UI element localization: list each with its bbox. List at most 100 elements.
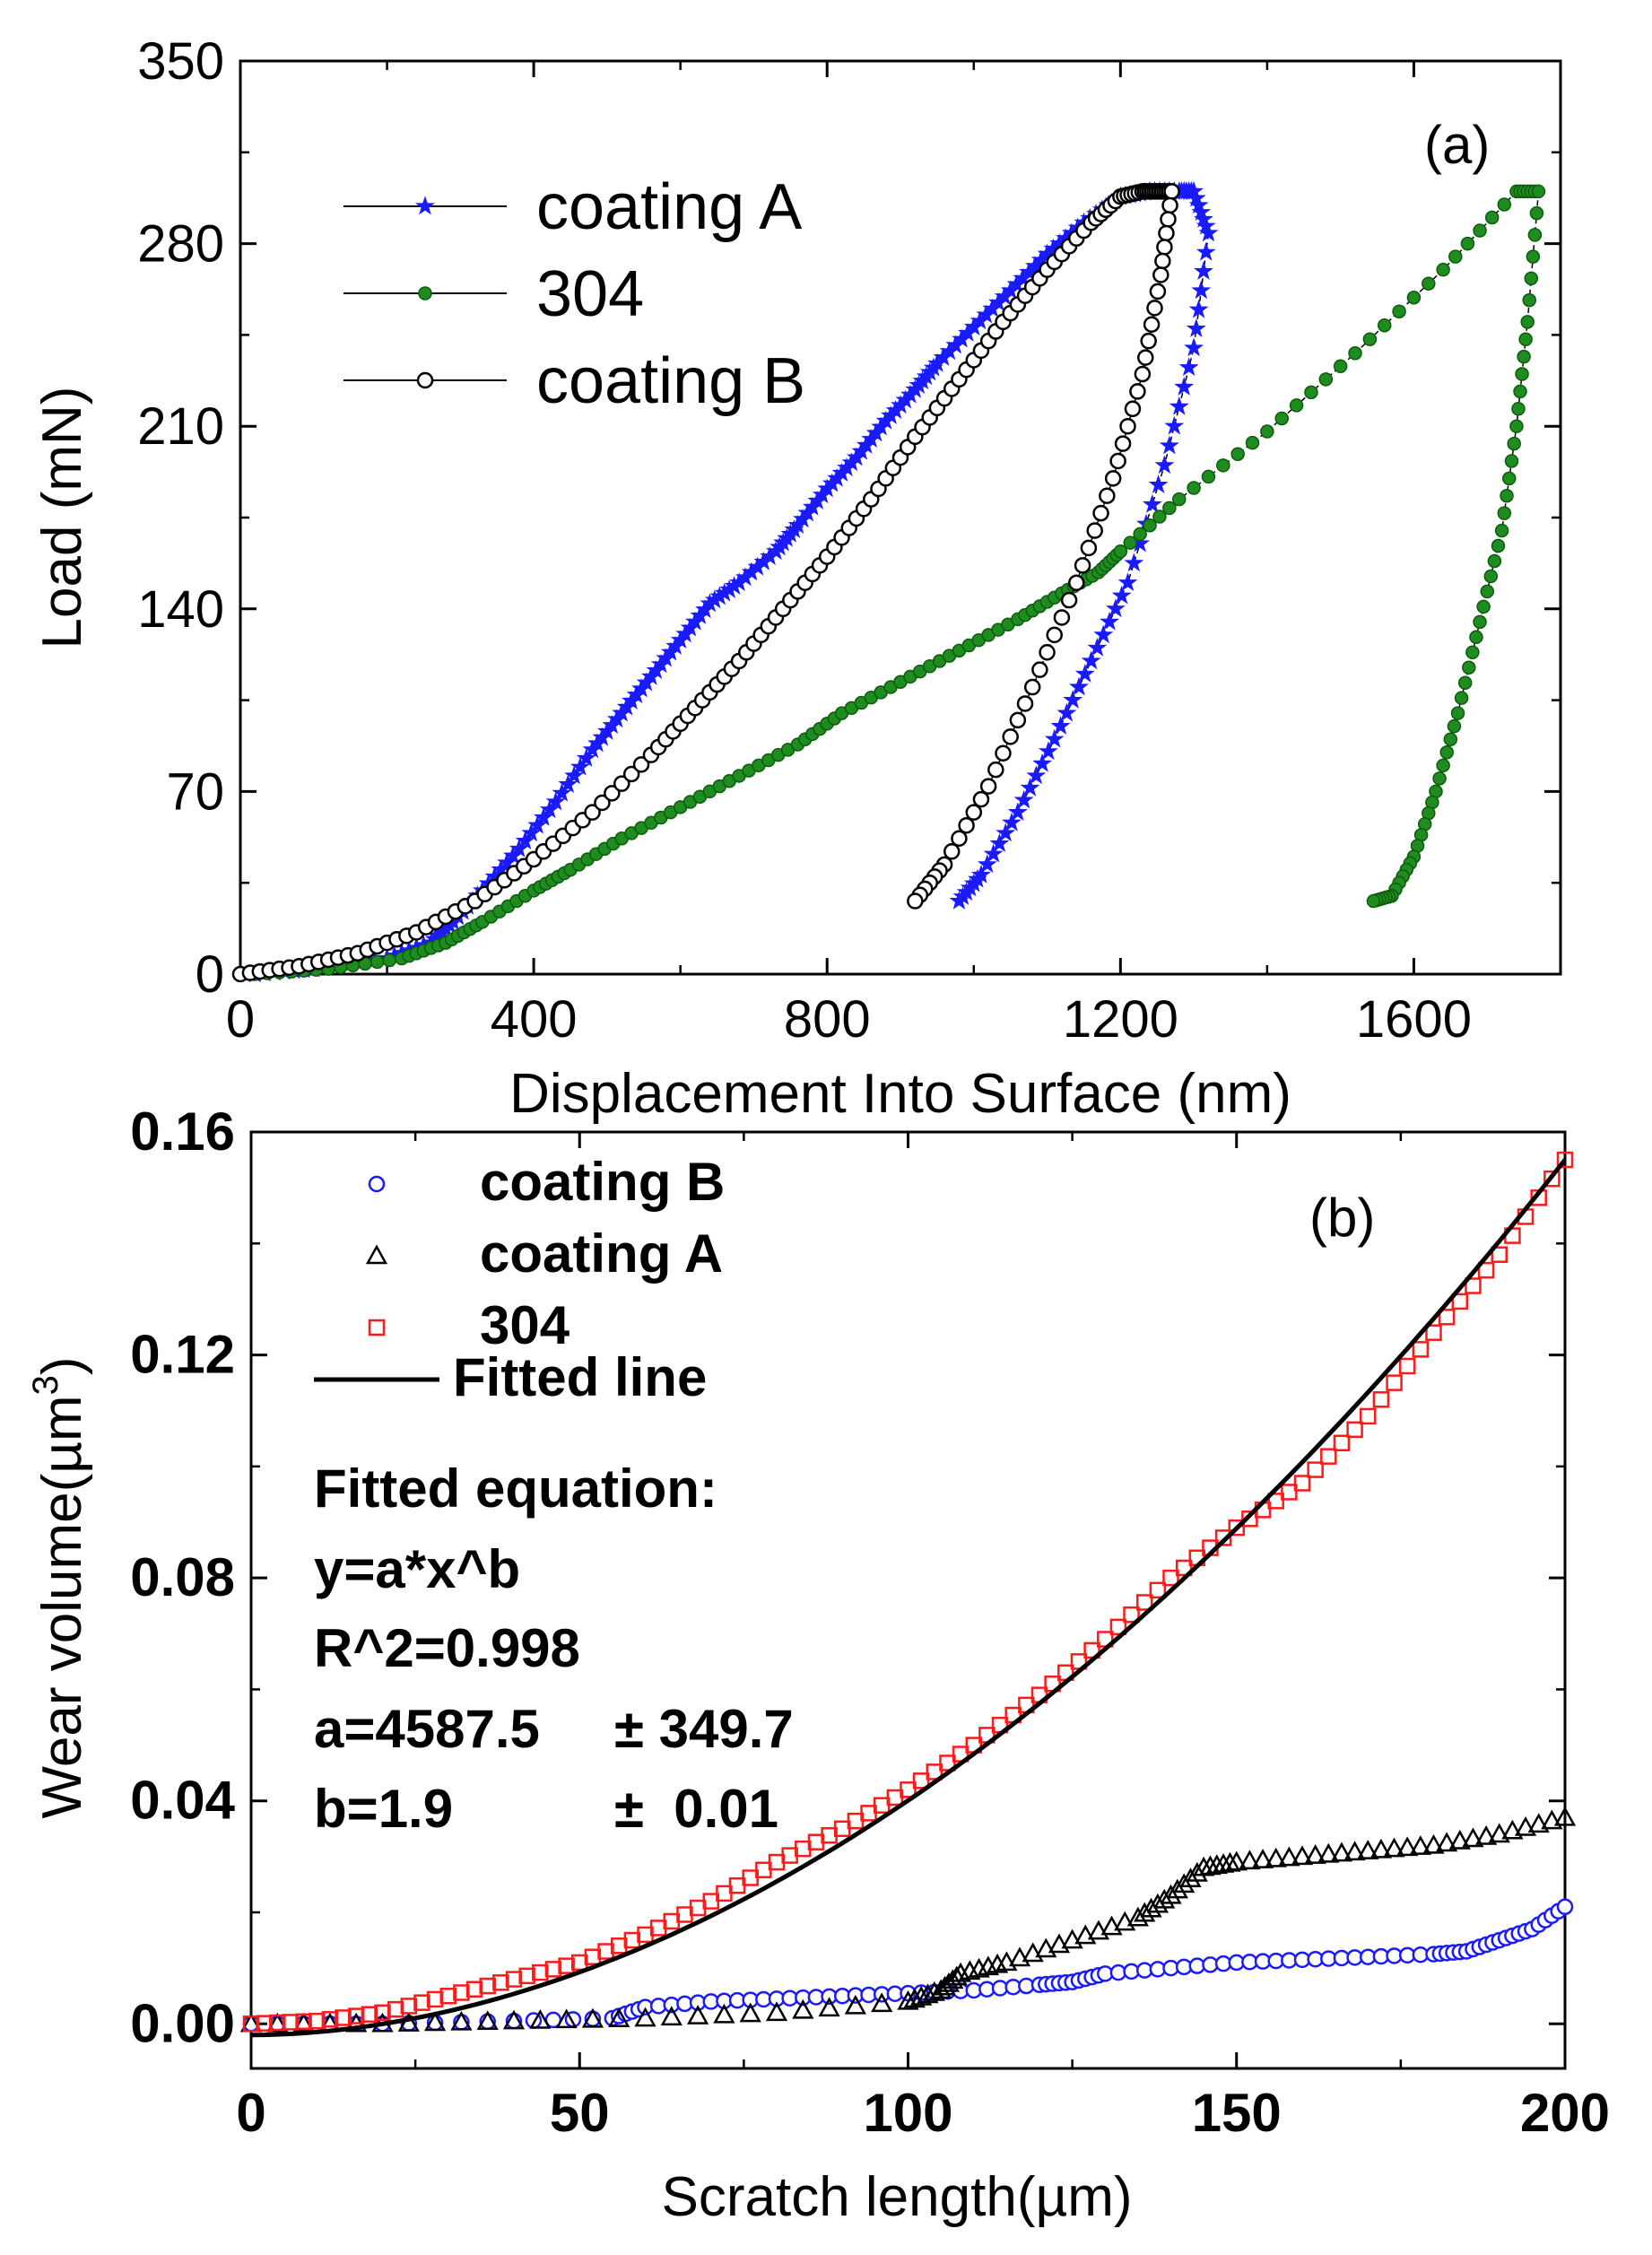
data-point-304 <box>1230 447 1245 461</box>
data-point-coating-a <box>1148 475 1169 493</box>
fit-b-error: ± 0.01 <box>614 1779 778 1839</box>
data-point-coating-a <box>1044 728 1065 748</box>
legend-a-label-coating-b: coating B <box>536 345 805 417</box>
data-point-coating-a <box>576 748 596 767</box>
data-point-304 <box>1149 1581 1167 1599</box>
data-point-coating-a <box>1196 215 1216 235</box>
data-point-304 <box>584 1948 602 1965</box>
legend-b-marker-coating-a <box>365 1244 388 1265</box>
data-point-304 <box>1497 506 1512 520</box>
data-point-coating-a <box>1409 1835 1431 1855</box>
data-point-304 <box>335 2009 352 2026</box>
data-point-304 <box>1267 1493 1284 1510</box>
data-point-304 <box>1454 691 1469 705</box>
data-point-coating-b <box>622 765 640 783</box>
data-point-304 <box>1304 385 1318 400</box>
data-point-304 <box>1362 332 1378 346</box>
data-point-304 <box>413 1994 430 2011</box>
data-point-304 <box>439 1987 456 2005</box>
data-point-304 <box>1360 1407 1377 1425</box>
data-point-coating-b <box>1556 1898 1574 1916</box>
data-point-coating-a <box>1117 572 1138 592</box>
data-point-coating-a <box>1343 1841 1366 1861</box>
data-point-304 <box>1504 454 1519 468</box>
data-point-coating-b <box>1092 504 1109 522</box>
data-point-coating-b <box>1080 539 1098 557</box>
data-point-coating-a <box>1164 415 1185 435</box>
fit-title: Fitted equation: <box>314 1458 717 1519</box>
data-point-304 <box>558 1957 575 1974</box>
data-point-coating-a <box>1304 1844 1326 1864</box>
data-point-304 <box>1543 1170 1561 1188</box>
b-y-tick-label: 0.12 <box>130 1325 235 1385</box>
data-point-coating-a <box>1114 1911 1136 1931</box>
data-point-coating-a <box>1178 357 1199 377</box>
data-point-coating-a <box>1317 1842 1340 1863</box>
b-y-tick-label: 0.16 <box>130 1101 235 1162</box>
data-point-304 <box>1465 1277 1482 1294</box>
data-point-304 <box>1491 1246 1508 1263</box>
panel-b-wear-volume: 0 50 100 150 200 0.00 0.04 0.08 0.12 0.16 (b) Scr… <box>26 1101 1610 2228</box>
data-point-coating-a <box>1166 1878 1188 1899</box>
data-point-coating-a <box>983 843 1004 863</box>
data-point-304 <box>1494 523 1509 538</box>
fit-r2: R^2=0.998 <box>314 1618 580 1678</box>
legend-a-label-coating-a: coating A <box>536 171 802 243</box>
data-point-coating-a <box>903 1988 926 2008</box>
data-point-304 <box>1477 1261 1495 1279</box>
data-point-coating-a <box>1278 1846 1300 1867</box>
data-point-coating-a <box>1474 1824 1498 1845</box>
data-point-coating-b <box>1104 470 1122 487</box>
data-point-coating-b <box>951 830 968 848</box>
data-point-coating-a <box>1061 1929 1083 1949</box>
data-point-coating-a <box>1050 716 1071 736</box>
data-point-coating-a <box>1251 1849 1274 1868</box>
legend-a: coating A 304 coating B <box>343 171 805 417</box>
legend-a-label-304: 304 <box>536 258 644 330</box>
data-point-304 <box>282 2014 300 2031</box>
data-point-coating-a <box>1501 1819 1524 1840</box>
fit-b-value: b=1.9 <box>314 1779 453 1839</box>
data-point-coating-b <box>1161 196 1178 214</box>
data-point-coating-a <box>1179 1868 1202 1887</box>
data-point-coating-a <box>1087 637 1108 657</box>
data-point-304 <box>1216 458 1230 473</box>
data-point-304 <box>387 2000 404 2018</box>
data-point-coating-a <box>897 1989 919 2010</box>
data-point-coating-a <box>1013 789 1034 809</box>
data-point-304 <box>1518 332 1533 346</box>
data-point-coating-a <box>1188 299 1209 318</box>
data-point-304 <box>1517 349 1531 364</box>
data-point-coating-a <box>1002 812 1022 831</box>
data-point-304 <box>532 1963 549 1981</box>
b-x-tick-label: 100 <box>863 2083 952 2143</box>
legend-a-marker-304 <box>418 286 432 300</box>
data-point-304 <box>465 1981 483 1998</box>
data-point-coating-b <box>1156 239 1173 256</box>
data-point-304 <box>1113 544 1128 559</box>
panel-a-load-displacement: 0 400 800 1200 1600 0 70 140 210 280 350 (a) Displ… <box>31 32 1562 1125</box>
data-point-coating-b <box>1099 487 1116 505</box>
data-point-coating-a <box>423 2011 447 2032</box>
a-y-tick-label: 280 <box>137 215 224 274</box>
data-point-coating-a <box>1160 1884 1182 1904</box>
series-coating-a <box>239 1806 1577 2033</box>
series-fitted-line <box>250 1158 1567 2038</box>
data-point-coating-b <box>943 843 961 860</box>
data-point-coating-b <box>972 790 990 808</box>
data-point-304 <box>1484 210 1500 225</box>
data-point-coating-b <box>987 761 1004 779</box>
data-point-304 <box>1436 758 1450 773</box>
series-304 <box>248 184 1546 981</box>
data-point-coating-a <box>509 838 529 858</box>
a-x-tick-label: 400 <box>491 990 578 1049</box>
data-point-304 <box>400 1998 418 2015</box>
data-point-304 <box>426 1990 444 2008</box>
data-point-304 <box>1109 1618 1127 1636</box>
data-point-304 <box>1398 1357 1416 1375</box>
data-point-coating-a <box>534 806 553 826</box>
data-point-304 <box>1502 471 1517 486</box>
data-point-304 <box>309 2012 326 2030</box>
data-point-coating-b <box>1053 609 1071 626</box>
